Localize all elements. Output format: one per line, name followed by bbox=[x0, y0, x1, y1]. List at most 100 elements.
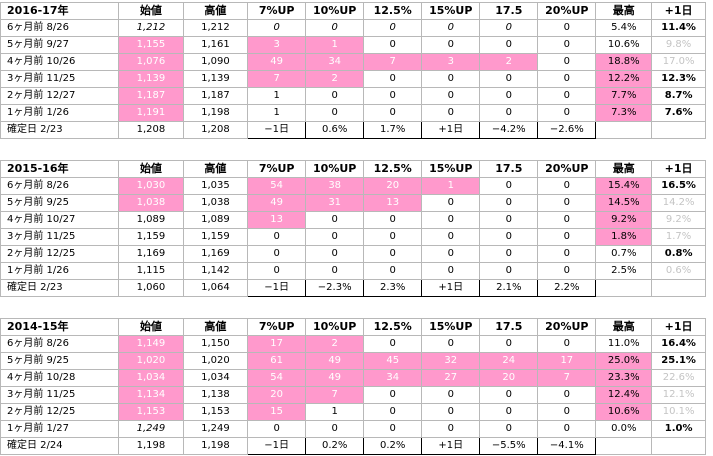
cell[interactable]: 0 bbox=[479, 386, 539, 404]
cell[interactable]: 10.6% bbox=[595, 36, 653, 54]
column-header[interactable]: 最高 bbox=[595, 160, 653, 178]
cell[interactable]: 1,198 bbox=[118, 437, 184, 455]
column-header[interactable]: 7%UP bbox=[247, 160, 307, 178]
cell[interactable]: 0 bbox=[421, 335, 481, 353]
cell[interactable]: 12.2% bbox=[595, 70, 653, 88]
cell[interactable]: 0 bbox=[537, 335, 597, 353]
cell[interactable]: 1,212 bbox=[182, 19, 249, 37]
cell[interactable]: 0 bbox=[537, 19, 597, 37]
cell[interactable]: 7 bbox=[305, 386, 365, 404]
cell[interactable]: 2 bbox=[305, 335, 365, 353]
column-header[interactable]: 始値 bbox=[118, 160, 184, 178]
cell[interactable]: 0 bbox=[421, 70, 481, 88]
cell[interactable]: 1,155 bbox=[118, 36, 184, 54]
column-header[interactable]: 高値 bbox=[182, 160, 249, 178]
cell[interactable]: 1,169 bbox=[182, 245, 249, 263]
row-label[interactable]: 1ヶ月前 1/26 bbox=[0, 262, 120, 280]
cell[interactable]: 1,159 bbox=[118, 228, 184, 246]
cell[interactable]: 1,198 bbox=[182, 437, 249, 455]
cell[interactable]: 0 bbox=[537, 420, 597, 438]
cell[interactable]: 1.7% bbox=[363, 121, 423, 139]
cell[interactable]: 5.4% bbox=[595, 19, 653, 37]
cell[interactable]: 1,142 bbox=[182, 262, 249, 280]
row-label[interactable]: 5ヶ月前 9/25 bbox=[0, 194, 120, 212]
cell[interactable]: 0 bbox=[537, 87, 597, 105]
cell[interactable]: 12.3% bbox=[651, 70, 706, 88]
cell[interactable]: 0 bbox=[537, 228, 597, 246]
cell[interactable]: 1,249 bbox=[118, 420, 184, 438]
cell[interactable]: 1,187 bbox=[118, 87, 184, 105]
column-header[interactable]: 20%UP bbox=[537, 2, 597, 20]
cell[interactable]: 17 bbox=[537, 352, 597, 370]
column-header[interactable]: 20%UP bbox=[537, 318, 597, 336]
cell[interactable]: 34 bbox=[305, 53, 365, 71]
cell[interactable]: 10.6% bbox=[595, 403, 653, 421]
cell[interactable]: 1 bbox=[305, 403, 365, 421]
cell[interactable] bbox=[595, 279, 653, 297]
cell[interactable]: 1 bbox=[247, 104, 307, 122]
cell[interactable]: 49 bbox=[305, 369, 365, 387]
cell[interactable]: 0 bbox=[363, 19, 423, 37]
row-label[interactable]: 1ヶ月前 1/27 bbox=[0, 420, 120, 438]
cell[interactable]: 24 bbox=[479, 352, 539, 370]
cell[interactable]: 8.7% bbox=[651, 87, 706, 105]
cell[interactable]: 17 bbox=[247, 335, 307, 353]
cell[interactable]: 0 bbox=[305, 211, 365, 229]
cell[interactable]: 0 bbox=[363, 104, 423, 122]
cell[interactable]: 1,208 bbox=[118, 121, 184, 139]
row-label[interactable]: 5ヶ月前 9/25 bbox=[0, 352, 120, 370]
cell[interactable]: 12.4% bbox=[595, 386, 653, 404]
cell[interactable]: 0 bbox=[421, 19, 481, 37]
cell[interactable]: 38 bbox=[305, 177, 365, 195]
cell[interactable]: −4.2% bbox=[479, 121, 539, 139]
cell[interactable]: 0 bbox=[479, 70, 539, 88]
cell[interactable]: 0 bbox=[479, 194, 539, 212]
column-header[interactable]: +1日 bbox=[651, 2, 706, 20]
cell[interactable]: 0 bbox=[421, 228, 481, 246]
cell[interactable]: 1,038 bbox=[182, 194, 249, 212]
cell[interactable]: 1,208 bbox=[182, 121, 249, 139]
row-label[interactable]: 1ヶ月前 1/26 bbox=[0, 104, 120, 122]
column-header[interactable]: 最高 bbox=[595, 2, 653, 20]
cell[interactable]: 0.8% bbox=[651, 245, 706, 263]
cell[interactable]: 1.0% bbox=[651, 420, 706, 438]
cell[interactable]: 49 bbox=[305, 352, 365, 370]
cell[interactable]: 1,169 bbox=[118, 245, 184, 263]
column-header[interactable]: 10%UP bbox=[305, 318, 365, 336]
cell[interactable]: 1,076 bbox=[118, 53, 184, 71]
cell[interactable]: 0 bbox=[537, 211, 597, 229]
cell[interactable]: 9.8% bbox=[651, 36, 706, 54]
cell[interactable]: 1,089 bbox=[118, 211, 184, 229]
row-label[interactable]: 2ヶ月前 12/25 bbox=[0, 245, 120, 263]
cell[interactable]: 0 bbox=[421, 87, 481, 105]
column-header[interactable]: 15%UP bbox=[421, 318, 481, 336]
cell[interactable]: 7 bbox=[363, 53, 423, 71]
cell[interactable]: 17.0% bbox=[651, 53, 706, 71]
cell[interactable]: 0 bbox=[479, 228, 539, 246]
cell[interactable]: 1,149 bbox=[118, 335, 184, 353]
cell[interactable]: 0 bbox=[247, 228, 307, 246]
cell[interactable]: 0 bbox=[421, 194, 481, 212]
cell[interactable]: 0.6% bbox=[651, 262, 706, 280]
cell[interactable]: 18.8% bbox=[595, 53, 653, 71]
cell[interactable]: 14.2% bbox=[651, 194, 706, 212]
cell[interactable]: 31 bbox=[305, 194, 365, 212]
cell[interactable]: 1,090 bbox=[182, 53, 249, 71]
row-label[interactable]: 確定日 2/23 bbox=[0, 121, 120, 139]
cell[interactable]: 13 bbox=[247, 211, 307, 229]
cell[interactable]: 0 bbox=[537, 104, 597, 122]
cell[interactable]: −4.1% bbox=[537, 437, 597, 455]
cell[interactable]: 3 bbox=[247, 36, 307, 54]
cell[interactable]: 1.8% bbox=[595, 228, 653, 246]
column-header[interactable]: 17.5 bbox=[479, 2, 539, 20]
cell[interactable]: 0 bbox=[537, 194, 597, 212]
column-header[interactable]: 20%UP bbox=[537, 160, 597, 178]
cell[interactable] bbox=[651, 121, 706, 139]
cell[interactable]: 15.4% bbox=[595, 177, 653, 195]
cell[interactable]: 25.0% bbox=[595, 352, 653, 370]
cell[interactable]: 0 bbox=[363, 245, 423, 263]
cell[interactable]: 0 bbox=[363, 420, 423, 438]
cell[interactable] bbox=[595, 437, 653, 455]
cell[interactable]: 0 bbox=[305, 87, 365, 105]
cell[interactable]: 1 bbox=[247, 87, 307, 105]
